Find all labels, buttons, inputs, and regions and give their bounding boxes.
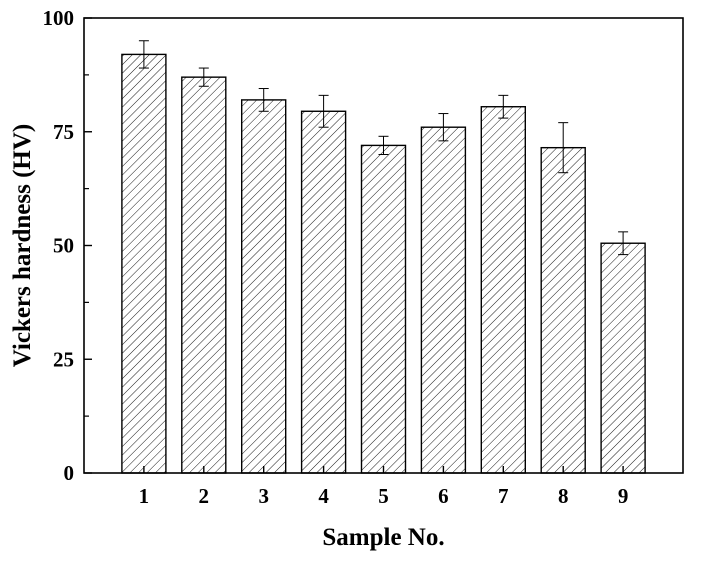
x-tick-label-2: 2 <box>199 484 210 508</box>
y-axis-title: Vickers hardness (HV) <box>9 124 36 368</box>
bar-4 <box>300 110 347 474</box>
error-bar-1 <box>138 40 149 69</box>
y-tick-label: 100 <box>43 6 75 30</box>
x-tick-label-7: 7 <box>498 484 509 508</box>
x-tick-label-4: 4 <box>318 484 329 508</box>
y-tick-label: 50 <box>53 234 74 258</box>
x-axis-ticks: 1 2 3 4 5 6 7 8 9 <box>139 466 629 508</box>
x-tick-label-3: 3 <box>258 484 269 508</box>
bar-3 <box>240 99 287 474</box>
bars-group <box>121 53 646 474</box>
error-bar-8 <box>558 122 569 174</box>
error-bar-6 <box>438 113 449 142</box>
x-axis-title: Sample No. <box>322 524 444 551</box>
bar-2 <box>181 76 227 474</box>
error-bar-5 <box>378 135 389 155</box>
y-tick-label: 25 <box>53 347 74 371</box>
y-tick-label: 0 <box>64 461 75 485</box>
bar-5 <box>360 144 407 474</box>
x-tick-label-8: 8 <box>558 484 569 508</box>
error-bar-7 <box>498 94 509 119</box>
error-bar-2 <box>198 67 209 87</box>
bar-8 <box>540 146 586 474</box>
x-tick-label-1: 1 <box>139 484 150 508</box>
x-tick-label-5: 5 <box>378 484 389 508</box>
bar-1 <box>121 53 167 474</box>
x-tick-label-6: 6 <box>438 484 449 508</box>
error-bar-9 <box>618 231 629 256</box>
error-bar-3 <box>258 88 269 112</box>
bar-7 <box>480 106 526 474</box>
error-bars-group <box>138 40 629 256</box>
error-bar-4 <box>318 94 329 128</box>
bar-6 <box>420 126 467 474</box>
x-tick-label-9: 9 <box>618 484 629 508</box>
y-tick-label: 75 <box>53 120 74 144</box>
bar-9 <box>600 242 646 474</box>
y-axis-ticks: 0 25 50 75 100 <box>43 6 92 485</box>
